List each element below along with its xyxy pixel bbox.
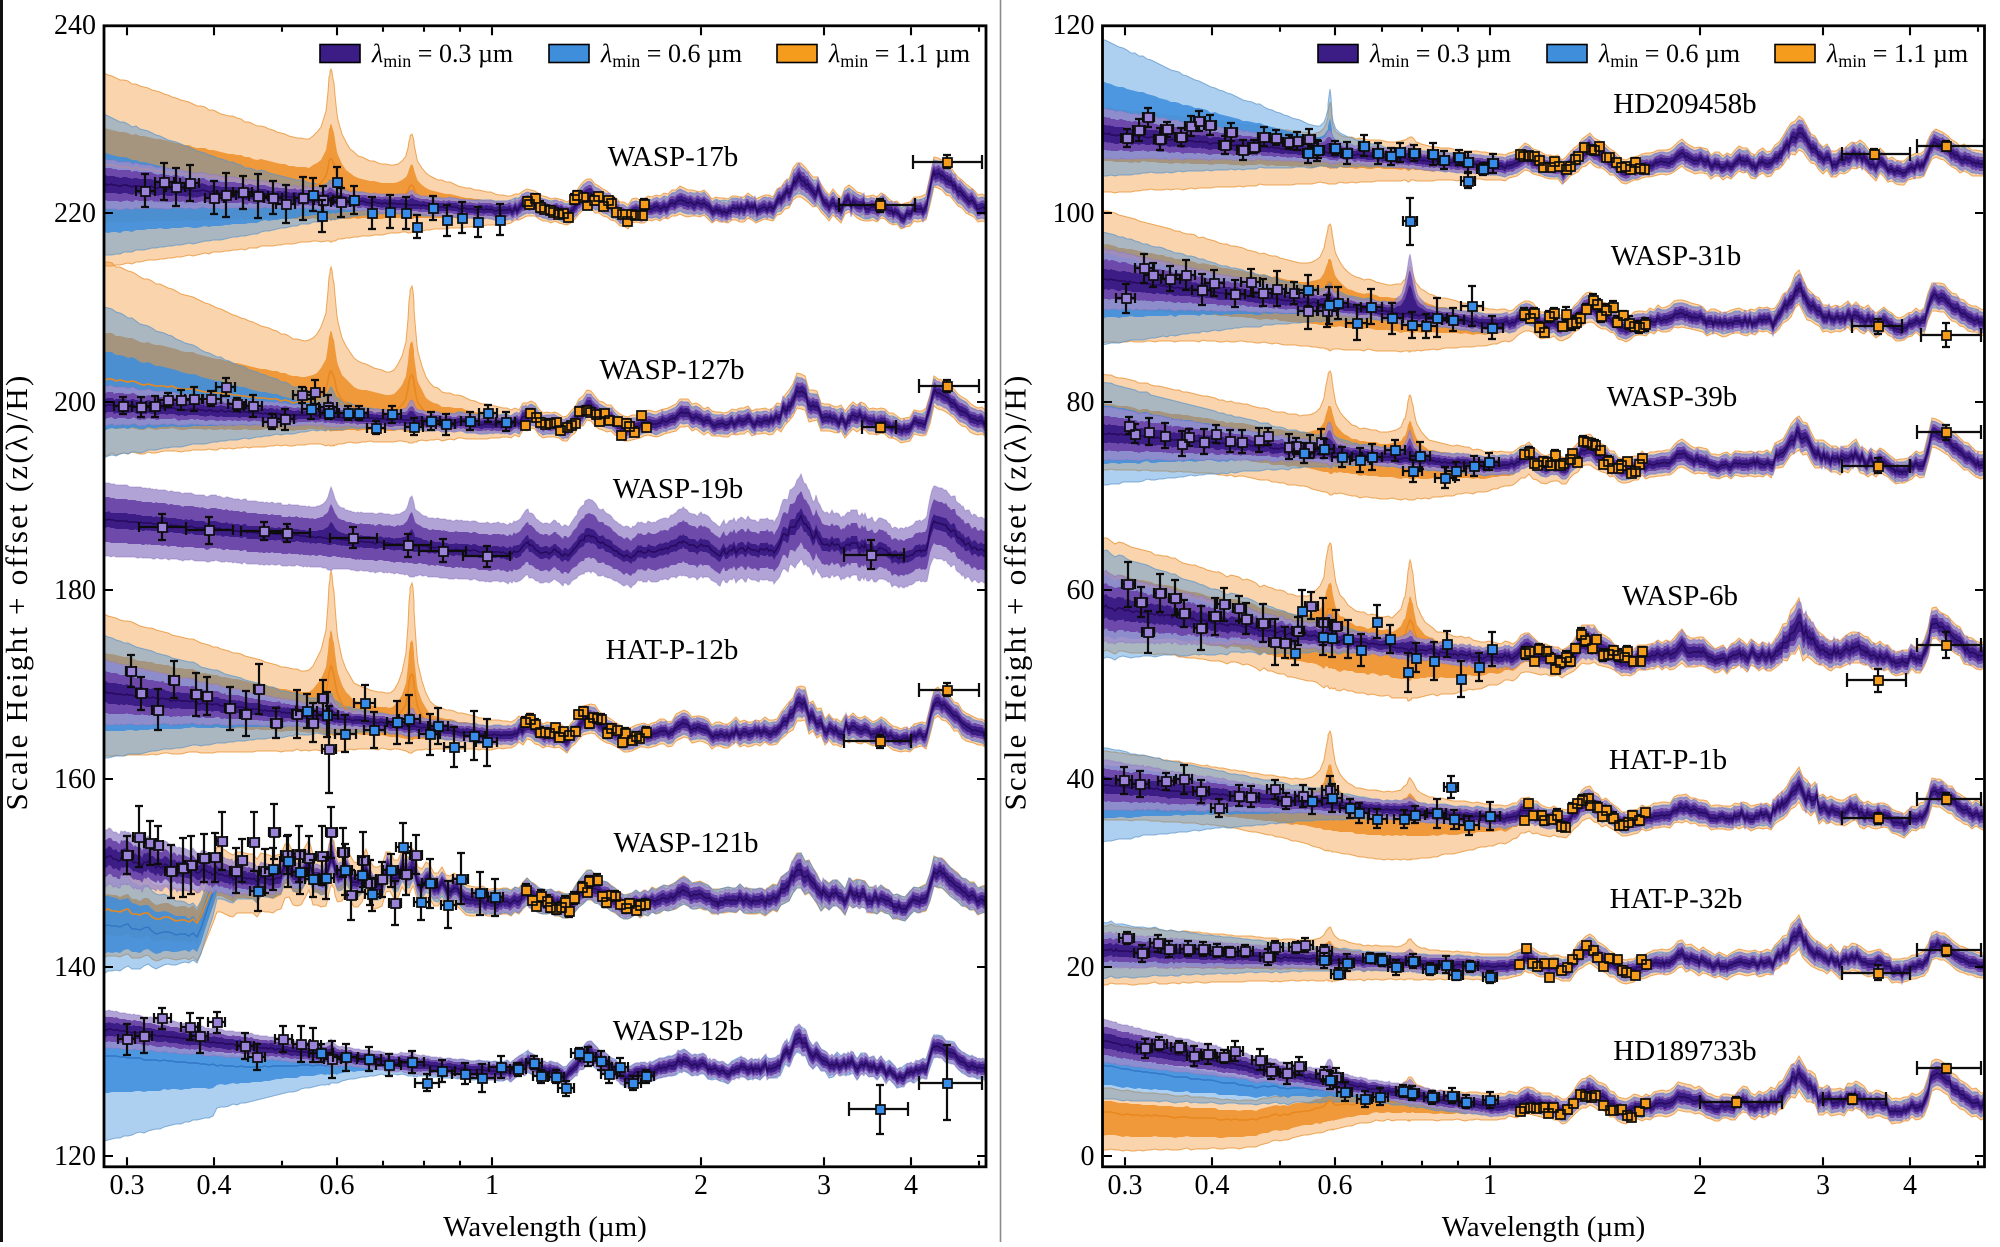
svg-text:240: 240 <box>54 10 96 41</box>
svg-text:HAT-P-1b: HAT-P-1b <box>1609 744 1727 776</box>
svg-text:120: 120 <box>54 1141 96 1172</box>
svg-text:60: 60 <box>1067 575 1095 606</box>
svg-text:WASP-19b: WASP-19b <box>613 473 744 505</box>
svg-text:Wavelength (µm): Wavelength (µm) <box>1442 1211 1646 1242</box>
svg-text:20: 20 <box>1067 952 1095 983</box>
svg-text:WASP-17b: WASP-17b <box>608 141 739 173</box>
svg-text:λmin = 0.3 µm: λmin = 0.3 µm <box>1369 39 1511 71</box>
svg-text:2: 2 <box>1693 1170 1707 1201</box>
svg-text:3: 3 <box>1816 1170 1830 1201</box>
svg-text:220: 220 <box>54 198 96 229</box>
svg-text:80: 80 <box>1067 387 1095 418</box>
svg-text:HAT-P-32b: HAT-P-32b <box>1610 883 1743 915</box>
svg-text:WASP-121b: WASP-121b <box>613 827 758 859</box>
svg-text:140: 140 <box>54 952 96 983</box>
svg-text:λmin = 0.3 µm: λmin = 0.3 µm <box>371 39 513 71</box>
svg-text:0.6: 0.6 <box>1318 1170 1353 1201</box>
svg-text:λmin = 0.6 µm: λmin = 0.6 µm <box>600 39 742 71</box>
svg-text:0.6: 0.6 <box>320 1170 355 1201</box>
svg-text:Scale Height + offset (z(λ)/H): Scale Height + offset (z(λ)/H) <box>998 373 1033 810</box>
svg-text:2: 2 <box>694 1170 708 1201</box>
svg-text:0: 0 <box>1081 1141 1095 1172</box>
svg-text:40: 40 <box>1067 764 1095 795</box>
svg-text:4: 4 <box>904 1170 918 1201</box>
svg-text:HD189733b: HD189733b <box>1613 1035 1756 1067</box>
svg-text:1: 1 <box>1483 1170 1497 1201</box>
svg-text:Scale Height + offset (z(λ)/H): Scale Height + offset (z(λ)/H) <box>0 373 34 810</box>
svg-text:HD209458b: HD209458b <box>1613 88 1756 120</box>
svg-text:WASP-31b: WASP-31b <box>1611 240 1742 272</box>
svg-text:λmin = 0.6 µm: λmin = 0.6 µm <box>1598 39 1740 71</box>
svg-text:HAT-P-12b: HAT-P-12b <box>606 634 739 666</box>
svg-text:λmin = 1.1 µm: λmin = 1.1 µm <box>828 39 970 71</box>
svg-text:WASP-127b: WASP-127b <box>599 354 744 386</box>
svg-text:120: 120 <box>1053 10 1095 41</box>
svg-text:λmin = 1.1 µm: λmin = 1.1 µm <box>1826 39 1968 71</box>
svg-text:200: 200 <box>54 387 96 418</box>
svg-text:160: 160 <box>54 764 96 795</box>
svg-text:0.4: 0.4 <box>197 1170 232 1201</box>
svg-text:0.3: 0.3 <box>110 1170 145 1201</box>
svg-text:Wavelength (µm): Wavelength (µm) <box>443 1211 647 1242</box>
svg-text:180: 180 <box>54 575 96 606</box>
svg-text:WASP-12b: WASP-12b <box>613 1015 744 1047</box>
svg-text:100: 100 <box>1053 198 1095 229</box>
svg-text:3: 3 <box>817 1170 831 1201</box>
svg-text:0.4: 0.4 <box>1195 1170 1230 1201</box>
svg-text:0.3: 0.3 <box>1108 1170 1143 1201</box>
svg-text:1: 1 <box>485 1170 499 1201</box>
svg-text:WASP-39b: WASP-39b <box>1607 381 1738 413</box>
svg-text:WASP-6b: WASP-6b <box>1622 580 1738 612</box>
svg-text:4: 4 <box>1903 1170 1917 1201</box>
